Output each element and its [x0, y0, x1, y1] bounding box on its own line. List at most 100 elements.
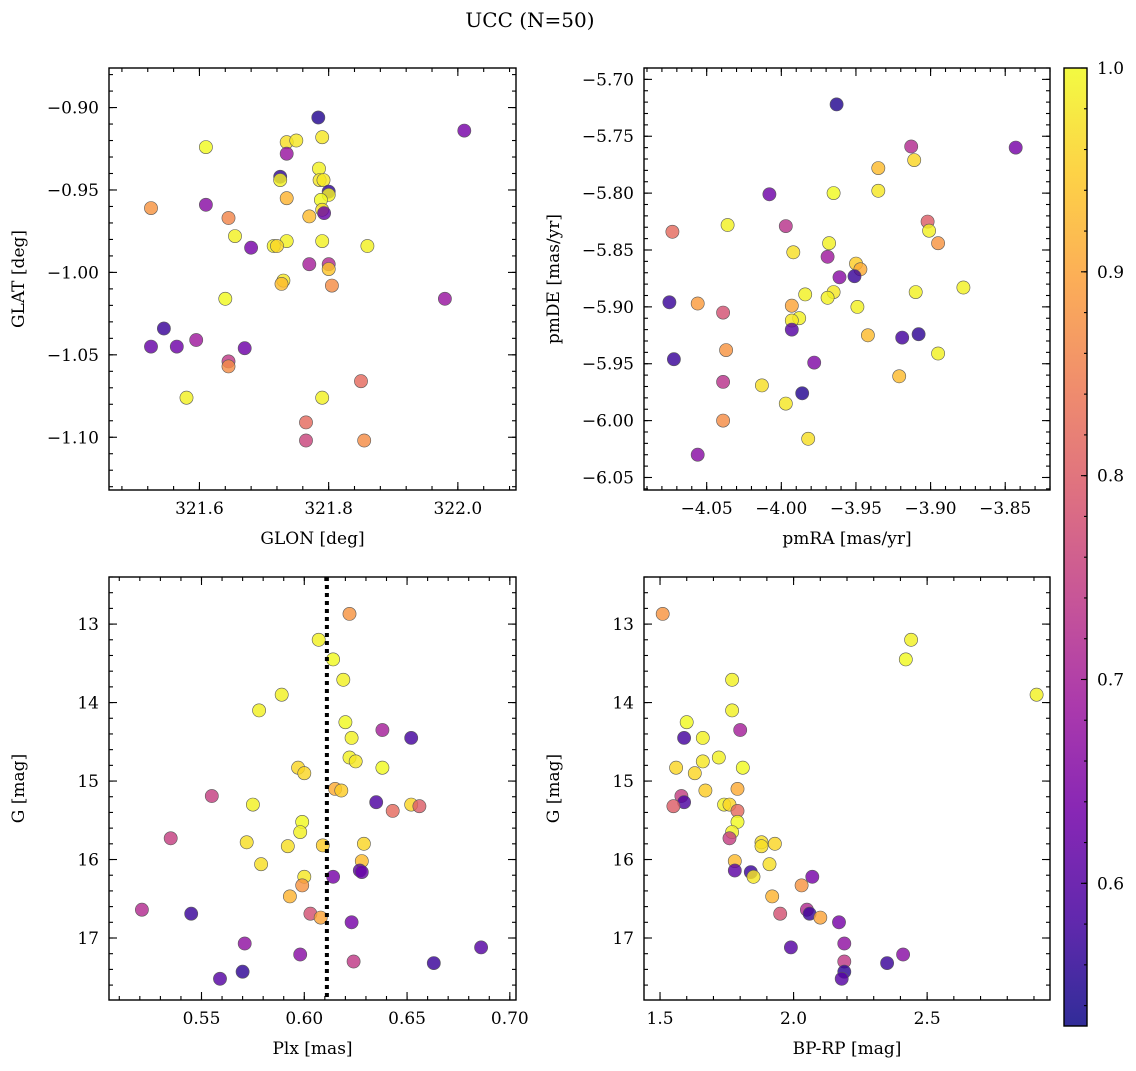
data-point [716, 305, 730, 320]
data-point [820, 290, 835, 305]
data-point [344, 915, 359, 930]
y-tick-label: −6.05 [582, 468, 634, 488]
data-point [820, 249, 835, 264]
data-point [344, 731, 359, 745]
data-point [221, 211, 236, 225]
data-point [662, 295, 677, 310]
x-tick-label: 321.6 [175, 499, 224, 519]
data-point [850, 299, 865, 314]
data-point [754, 839, 769, 854]
data-point [279, 191, 294, 206]
data-point [795, 386, 810, 401]
y-axis-label: G [mag] [544, 754, 564, 823]
data-point [832, 915, 846, 930]
data-point [687, 766, 702, 781]
data-point [755, 378, 769, 393]
data-point [655, 607, 670, 621]
panel-glat-vs-glon: 321.6 321.8 322.0 −1.10 −1.05 −1.00 −0.95 −0.90… [9, 67, 517, 549]
data-point [293, 825, 308, 839]
data-point [822, 236, 836, 251]
data-point [457, 123, 472, 138]
panel-g-vs-plx: 0.55 0.60 0.65 0.70 13 14 15 16 17 Plx [mas] G [ma… [9, 576, 529, 1059]
colorbar-fill [1064, 68, 1087, 1026]
x-tick-label: 2.5 [914, 1009, 941, 1029]
data-point [315, 390, 330, 405]
y-tick-label: −5.70 [582, 70, 634, 90]
data-point [252, 703, 266, 718]
x-tick-label: 0.65 [388, 1009, 426, 1029]
x-tick-label: 0.70 [491, 1009, 529, 1029]
data-point [669, 760, 683, 775]
y-tick-label: −5.85 [582, 241, 634, 261]
x-axis-label: GLON [deg] [260, 529, 364, 549]
data-point [360, 239, 375, 253]
data-point [282, 889, 297, 904]
data-point [144, 201, 158, 215]
data-point [338, 715, 353, 730]
y-tick-label: 16 [612, 851, 634, 871]
data-point [725, 672, 739, 687]
data-point [698, 783, 713, 798]
data-point [904, 139, 919, 154]
data-point [784, 322, 799, 337]
data-point [861, 328, 875, 343]
data-point [295, 878, 310, 893]
data-point [711, 750, 726, 765]
data-point [746, 869, 761, 884]
x-axis-label: Plx [mas] [272, 1039, 352, 1059]
data-point [213, 971, 227, 986]
x-tick-label: −4.05 [681, 499, 733, 519]
data-point [302, 257, 317, 272]
y-axis-label: pmDE [mas/yr] [544, 214, 564, 344]
x-tick-label: −4.00 [755, 499, 807, 519]
y-tick-label: 14 [612, 694, 634, 714]
data-point [880, 956, 894, 970]
data-point [334, 783, 349, 798]
data-point [716, 413, 730, 428]
data-point [725, 703, 739, 718]
data-point [922, 223, 936, 238]
y-tick-label: −5.90 [582, 298, 634, 318]
data-point [274, 687, 289, 702]
x-tick-label: 2.0 [780, 1009, 807, 1029]
data-point [735, 760, 750, 775]
data-point [722, 831, 737, 846]
data-point [289, 133, 304, 148]
y-tick-label: 16 [77, 851, 99, 871]
data-point [904, 632, 918, 647]
data-point [798, 287, 813, 302]
data-point [826, 186, 841, 200]
data-point [832, 270, 847, 285]
data-point [356, 836, 371, 851]
data-point [313, 910, 328, 925]
y-axis-label: GLAT [deg] [9, 230, 29, 328]
data-point [837, 936, 852, 951]
data-point [679, 715, 694, 730]
data-point [336, 672, 351, 687]
x-axis-label: BP-RP [mag] [793, 1039, 902, 1059]
data-point [778, 219, 793, 233]
data-point [426, 956, 441, 970]
data-point [357, 433, 372, 448]
x-tick-label: −3.90 [905, 499, 957, 519]
data-point [404, 731, 419, 745]
data-point [898, 652, 913, 667]
data-point [134, 902, 149, 917]
y-tick-label: 14 [77, 694, 99, 714]
data-point [794, 878, 809, 893]
data-point [762, 857, 777, 872]
data-point [184, 906, 199, 921]
data-point [720, 218, 735, 232]
y-tick-label: −1.10 [47, 428, 99, 448]
data-point [911, 327, 926, 342]
data-point [346, 954, 361, 969]
axes-frame [108, 576, 517, 1001]
data-point [892, 369, 907, 384]
figure-title: UCC (N=50) [465, 8, 594, 32]
data-point [198, 197, 213, 212]
data-point [348, 754, 363, 769]
data-point [169, 339, 184, 354]
data-point [279, 146, 294, 161]
data-point [354, 374, 368, 389]
